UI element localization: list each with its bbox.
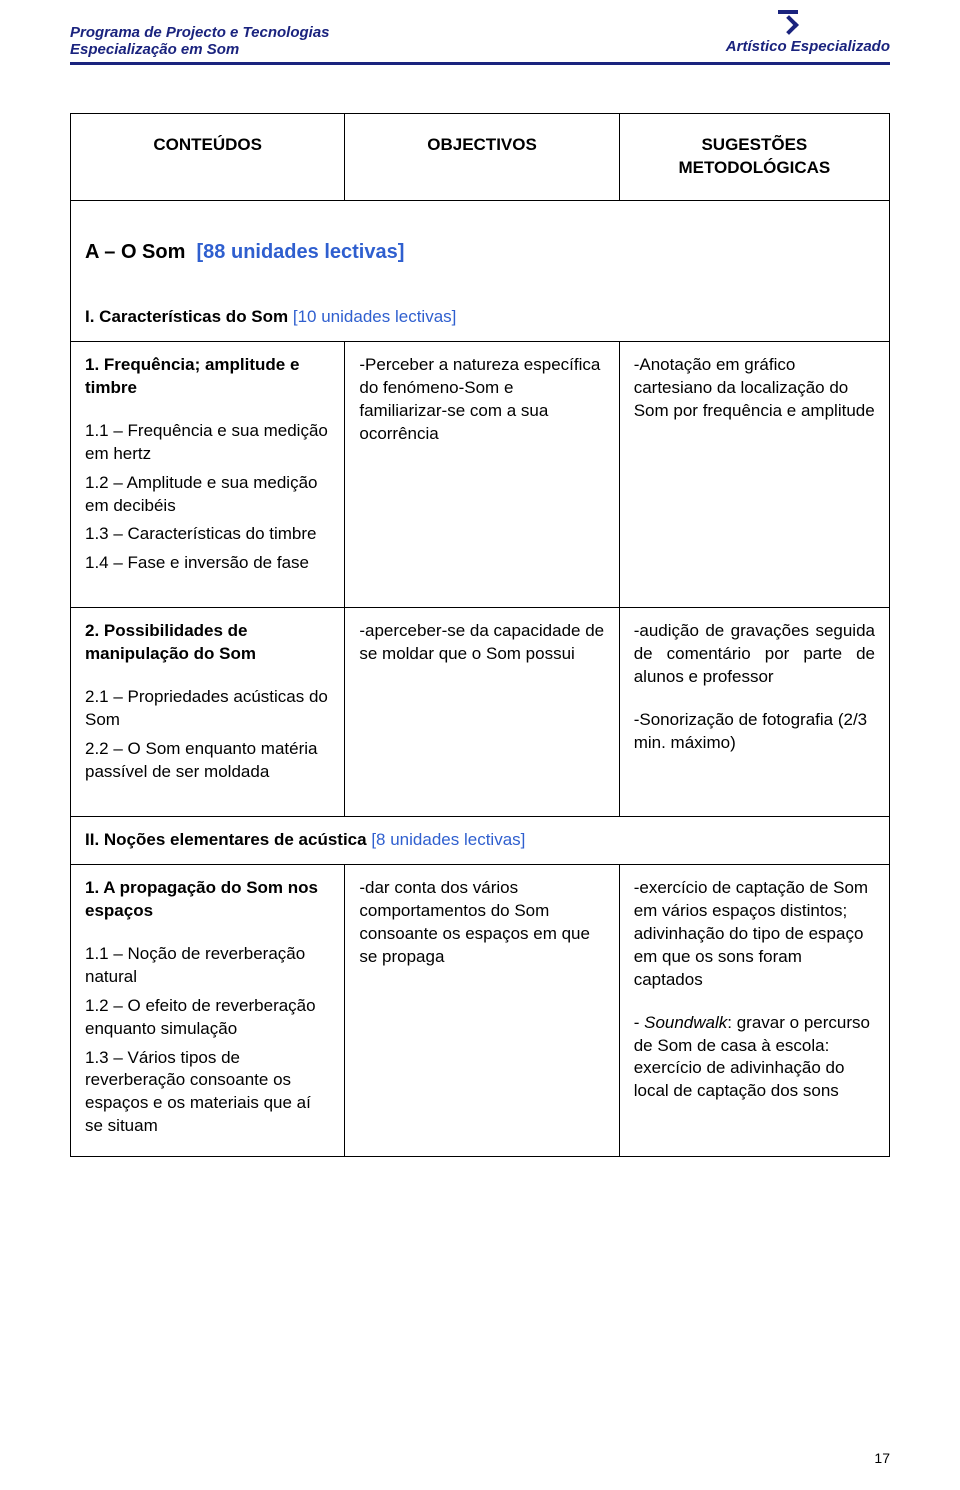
section-i-title: I. Características do Som [85, 307, 288, 326]
section-a-row: A – O Som [88 unidades lectivas] I. Cara… [71, 200, 890, 341]
table-header-row: CONTEÚDOS OBJECTIVOS SUGESTÕES METODOLÓG… [71, 114, 890, 201]
r3c1-p1: 1.1 – Noção de reverberação natural [85, 943, 330, 989]
section-a-cell: A – O Som [88 unidades lectivas] I. Cara… [71, 200, 890, 341]
section-ii-units: [8 unidades lectivas] [371, 830, 525, 849]
r1c2-text: -Perceber a natureza específica do fenóm… [359, 354, 604, 446]
header-right: Artístico Especializado [726, 38, 890, 55]
row-2-col3: -audição de gravações seguida de comentá… [619, 608, 889, 817]
page: Programa de Projecto e Tecnologias Espec… [0, 0, 960, 1490]
row-2-col2: -aperceber-se da capacidade de se moldar… [345, 608, 619, 817]
r3c1-heading: 1. A propagação do Som nos espaços [85, 878, 318, 920]
row-3-col3: -exercício de captação de Som em vários … [619, 864, 889, 1156]
r3c3-p2-italic: Soundwalk [644, 1013, 727, 1032]
logo-icon [776, 10, 800, 40]
main-table: CONTEÚDOS OBJECTIVOS SUGESTÕES METODOLÓG… [70, 113, 890, 1157]
r3c1-p3: 1.3 – Vários tipos de reverberação conso… [85, 1047, 330, 1139]
page-number: 17 [874, 1450, 890, 1466]
r1c1-p2: 1.2 – Amplitude e sua medição em decibéi… [85, 472, 330, 518]
r3c1-p2: 1.2 – O efeito de reverberação enquanto … [85, 995, 330, 1041]
r2c1-p2: 2.2 – O Som enquanto matéria passível de… [85, 738, 330, 784]
section-a-units: [88 unidades lectivas] [197, 241, 405, 263]
section-ii-title: II. Noções elementares de acústica [85, 830, 367, 849]
r3c2-text: -dar conta dos vários comportamentos do … [359, 877, 604, 969]
row-2: 2. Possibilidades de manipulação do Som … [71, 608, 890, 817]
r3c3-p1: -exercício de captação de Som em vários … [634, 877, 875, 992]
section-i-units: [10 unidades lectivas] [293, 307, 457, 326]
r2c3-p2: -Sonorização de fotografia (2/3 min. máx… [634, 709, 875, 755]
header-block: Programa de Projecto e Tecnologias Espec… [70, 24, 890, 65]
content-area: CONTEÚDOS OBJECTIVOS SUGESTÕES METODOLÓG… [70, 65, 890, 1157]
th-sugestoes: SUGESTÕES METODOLÓGICAS [619, 114, 889, 201]
r3c3-p2: - Soundwalk: gravar o percurso de Som de… [634, 1012, 875, 1104]
r2c1-heading: 2. Possibilidades de manipulação do Som [85, 621, 256, 663]
row-3-col1: 1. A propagação do Som nos espaços 1.1 –… [71, 864, 345, 1156]
r1c1-p4: 1.4 – Fase e inversão de fase [85, 552, 330, 575]
r1c3-text: -Anotação em gráfico cartesiano da local… [634, 354, 875, 423]
row-2-col1: 2. Possibilidades de manipulação do Som … [71, 608, 345, 817]
row-3: 1. A propagação do Som nos espaços 1.1 –… [71, 864, 890, 1156]
r1c1-heading: 1. Frequência; amplitude e timbre [85, 355, 299, 397]
r2c1-p1: 2.1 – Propriedades acústicas do Som [85, 686, 330, 732]
row-1-col3: -Anotação em gráfico cartesiano da local… [619, 341, 889, 608]
r2c2-text: -aperceber-se da capacidade de se moldar… [359, 620, 604, 666]
section-ii-cell: II. Noções elementares de acústica [8 un… [71, 816, 890, 864]
row-1-col1: 1. Frequência; amplitude e timbre 1.1 – … [71, 341, 345, 608]
r2c3-p1: -audição de gravações seguida de comentá… [634, 620, 875, 689]
r3c3-p2-pre: - [634, 1013, 644, 1032]
th-objectivos: OBJECTIVOS [345, 114, 619, 201]
r1c1-p3: 1.3 – Características do timbre [85, 523, 330, 546]
row-1: 1. Frequência; amplitude e timbre 1.1 – … [71, 341, 890, 608]
section-a-title: A – O Som [88 unidades lectivas] [85, 241, 404, 263]
section-a-label: A – O Som [85, 241, 185, 263]
section-ii-row: II. Noções elementares de acústica [8 un… [71, 816, 890, 864]
r1c1-p1: 1.1 – Frequência e sua medição em hertz [85, 420, 330, 466]
th-conteudos: CONTEÚDOS [71, 114, 345, 201]
row-1-col2: -Perceber a natureza específica do fenóm… [345, 341, 619, 608]
row-3-col2: -dar conta dos vários comportamentos do … [345, 864, 619, 1156]
